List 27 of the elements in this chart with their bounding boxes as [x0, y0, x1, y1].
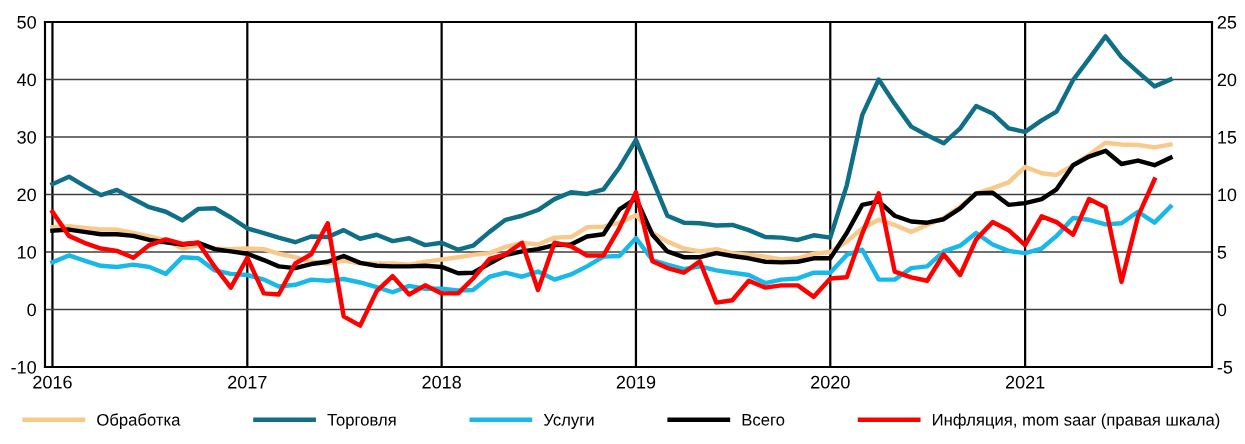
legend-label: Услуги	[543, 414, 594, 429]
y-tick-label: 30	[17, 130, 36, 144]
y-tick-label: 0	[27, 303, 36, 317]
x-tick-label: 2021	[1005, 375, 1045, 389]
line-series	[50, 34, 1173, 252]
legend-label: Всего	[742, 414, 785, 426]
y2-tick-label: -5	[1217, 361, 1233, 374]
y2-tick-label: 5	[1217, 246, 1227, 259]
x-tick-label: 2017	[228, 375, 267, 389]
y2-tick-label: 20	[1217, 73, 1237, 87]
x-tick-label: 2019	[616, 375, 656, 389]
legend-label: Инфляция, mom saar (правая шкала)	[933, 413, 1220, 429]
y-tick-label: 40	[17, 73, 36, 87]
y2-tick-label: 10	[1218, 188, 1237, 202]
y2-tick-label: 25	[1217, 15, 1237, 29]
x-tick-label: 2018	[422, 375, 461, 389]
x-tick-label: 2020	[811, 375, 850, 389]
x-tick-label: 2016	[33, 375, 72, 389]
y-tick-label: 50	[17, 15, 36, 29]
y-tick-label: 20	[17, 188, 36, 202]
y-tick-label: 10	[17, 245, 36, 259]
y2-tick-label: 15	[1218, 131, 1237, 144]
y-tick-label: -10	[11, 360, 36, 374]
legend-label: Торговля	[327, 414, 396, 429]
legend-label: Обработка	[97, 413, 181, 429]
line-series	[50, 177, 1157, 328]
y2-tick-label: 0	[1217, 303, 1227, 317]
